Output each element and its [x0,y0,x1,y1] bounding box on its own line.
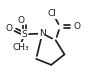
Text: CH₃: CH₃ [13,43,29,52]
Text: S: S [22,30,27,39]
Text: N: N [39,29,46,38]
Text: Cl: Cl [48,9,57,18]
Text: O: O [73,22,80,31]
Text: O: O [18,16,25,25]
Text: O: O [5,24,12,33]
